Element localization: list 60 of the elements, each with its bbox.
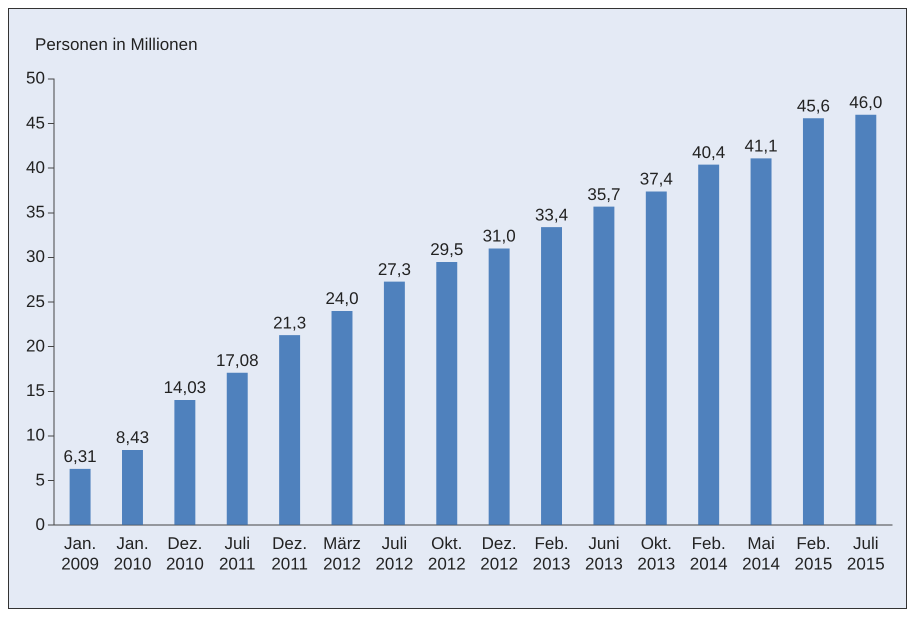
data-label: 6,31: [64, 447, 97, 466]
x-tick-label: Juli 2011: [218, 534, 256, 574]
y-tick-label: 35: [26, 202, 45, 222]
y-tick-label: 25: [26, 292, 45, 311]
bar: [802, 118, 824, 525]
y-tick-label: 10: [26, 426, 45, 445]
y-tick-label: 15: [26, 381, 45, 400]
x-tick-label: Okt. 2012: [428, 534, 466, 574]
x-tick-label: Feb. 2014: [690, 534, 728, 574]
data-label: 46,0: [849, 92, 882, 112]
x-tick-label: Feb. 2013: [532, 534, 570, 574]
bar: [855, 114, 876, 525]
data-label: 33,4: [534, 205, 568, 224]
data-label: 24,0: [325, 289, 359, 308]
data-label: 31,0: [482, 226, 516, 246]
x-tick-label: März 2012: [323, 534, 361, 574]
data-label: 21,3: [273, 313, 306, 332]
bar: [750, 158, 772, 525]
data-label: 29,5: [430, 240, 464, 260]
data-label: 17,08: [216, 350, 259, 370]
x-tick-label: Mai 2014: [742, 534, 780, 574]
bar: [384, 282, 405, 525]
y-tick-label: 0: [35, 514, 45, 534]
y-tick-label: 50: [26, 68, 45, 88]
x-tick-label: Jan. 2009: [61, 534, 100, 574]
x-tick-label: Dez. 2012: [480, 534, 518, 574]
x-tick-label: Okt. 2013: [637, 534, 676, 574]
x-tick-label: Juli 2012: [375, 534, 414, 574]
data-label: 40,4: [692, 142, 726, 162]
data-label: 41,1: [744, 136, 778, 156]
bar: [226, 372, 248, 525]
x-tick-label: Juli 2015: [846, 534, 885, 574]
x-tick-label: Dez. 2011: [271, 534, 308, 574]
bar: [122, 450, 143, 525]
x-tick-label: Dez. 2010: [166, 534, 204, 574]
bar: [593, 206, 614, 525]
y-tick-label: 40: [26, 158, 45, 177]
x-tick-label: Feb. 2015: [794, 534, 832, 574]
bar: [698, 164, 720, 525]
y-axis-title: Personen in Millionen: [35, 35, 198, 54]
bar: [436, 262, 458, 525]
bar: [646, 191, 667, 525]
bar: [279, 335, 300, 525]
bar: [541, 227, 562, 525]
data-label: 35,7: [587, 184, 620, 204]
y-tick-label: 45: [26, 113, 45, 132]
data-label: 14,03: [164, 378, 206, 398]
y-tick-label: 30: [26, 247, 45, 266]
bar: [332, 311, 352, 525]
y-tick-label: 20: [26, 336, 45, 356]
data-label: 37,4: [640, 170, 673, 189]
bar: [70, 468, 91, 525]
x-tick-label: Juni 2013: [584, 534, 623, 574]
data-label: 27,3: [378, 260, 411, 279]
x-tick-label: Jan. 2010: [114, 534, 152, 574]
bar: [174, 400, 196, 525]
data-label: 45,6: [796, 96, 830, 116]
bar: [488, 248, 510, 525]
data-label: 8,43: [116, 428, 150, 448]
y-tick-label: 5: [35, 470, 45, 490]
